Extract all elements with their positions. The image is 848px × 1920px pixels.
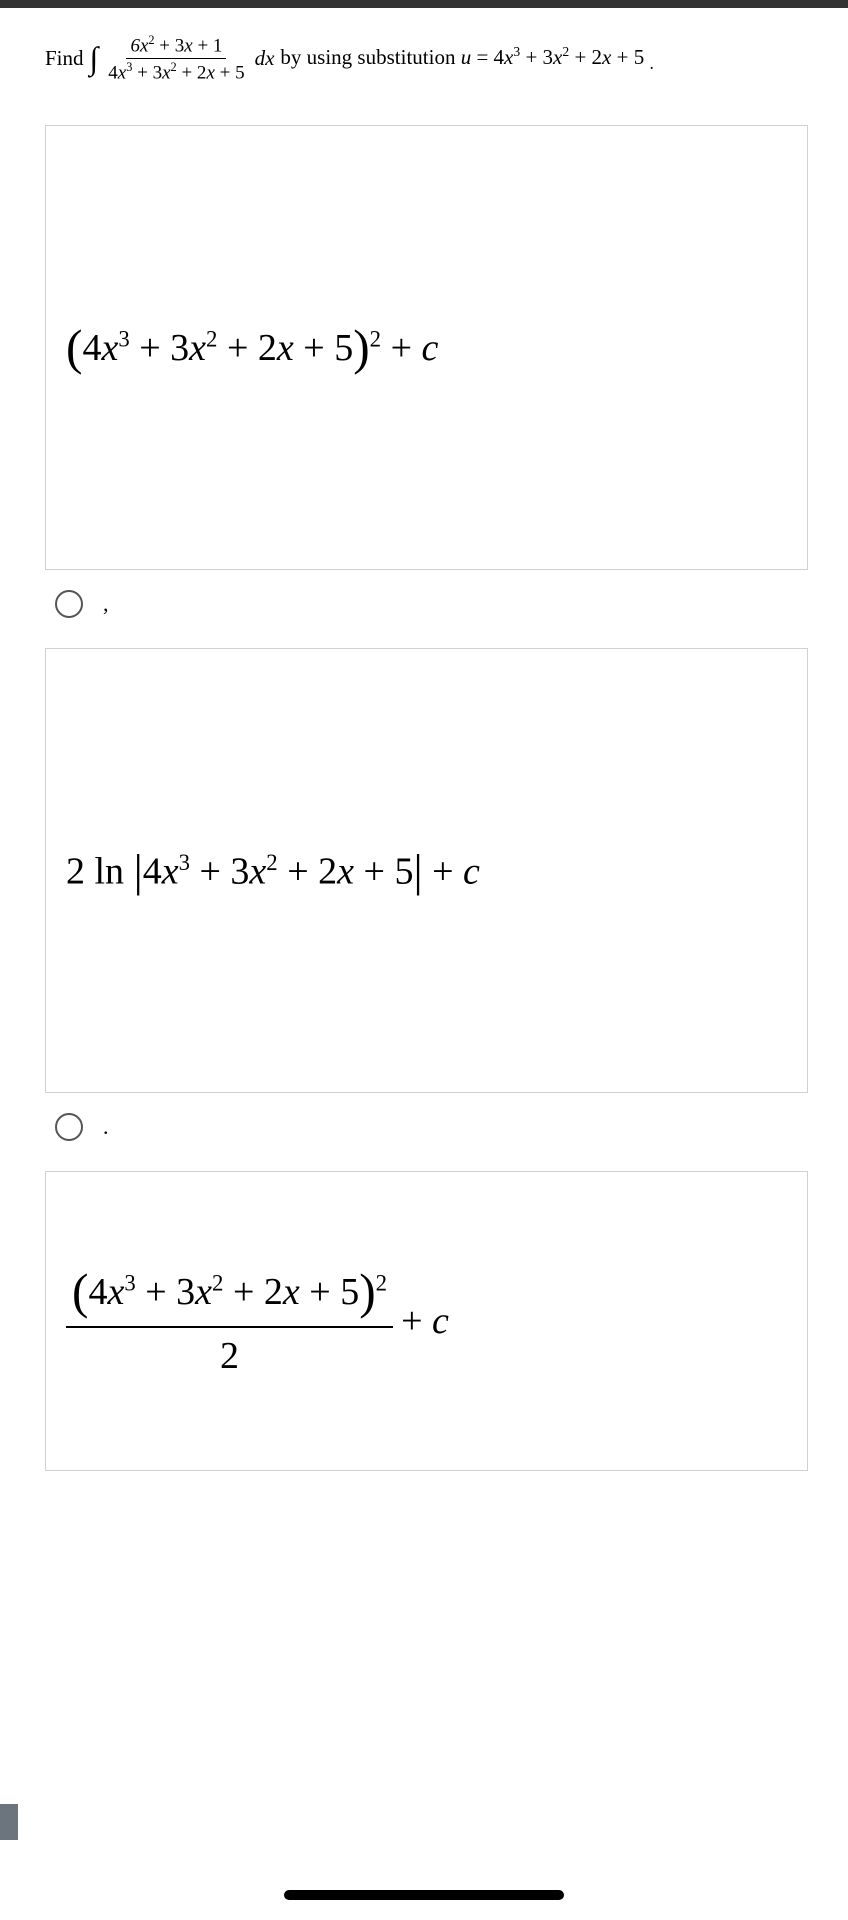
side-tab[interactable] xyxy=(0,1804,18,1840)
option-a-radio-label: , xyxy=(103,591,109,617)
option-b-radio-label: . xyxy=(103,1114,109,1140)
integral-symbol: ∫ xyxy=(90,40,99,77)
option-b-radio-row: . xyxy=(55,1113,808,1141)
option-card-c: (4x3 + 3x2 + 2x + 5)2 2 + c xyxy=(45,1171,808,1471)
home-indicator xyxy=(284,1890,564,1900)
question-fraction: 6x2 + 3x + 1 4x3 + 3x2 + 2x + 5 xyxy=(104,33,248,85)
top-bar xyxy=(0,0,848,8)
option-a-radio-row: , xyxy=(55,590,808,618)
fraction-denominator: 4x3 + 3x2 + 2x + 5 xyxy=(104,59,248,84)
option-card-a: (4x3 + 3x2 + 2x + 5)2 + c xyxy=(45,125,808,570)
find-label: Find xyxy=(45,46,84,71)
option-b-expression: 2 ln |4x3 + 3x2 + 2x + 5| + c xyxy=(66,844,480,897)
question-text: Find ∫ 6x2 + 3x + 1 4x3 + 3x2 + 2x + 5 d… xyxy=(0,8,848,105)
dx-label: dx xyxy=(255,46,275,71)
substitution-text: by using substitution u = 4x3 + 3x2 + 2x… xyxy=(280,44,653,74)
option-b-radio[interactable] xyxy=(55,1113,83,1141)
fraction-numerator: 6x2 + 3x + 1 xyxy=(126,33,226,59)
option-c-expression: (4x3 + 3x2 + 2x + 5)2 2 + c xyxy=(66,1263,449,1378)
option-a-expression: (4x3 + 3x2 + 2x + 5)2 + c xyxy=(66,319,438,376)
option-card-b: 2 ln |4x3 + 3x2 + 2x + 5| + c xyxy=(45,648,808,1093)
option-a-radio[interactable] xyxy=(55,590,83,618)
